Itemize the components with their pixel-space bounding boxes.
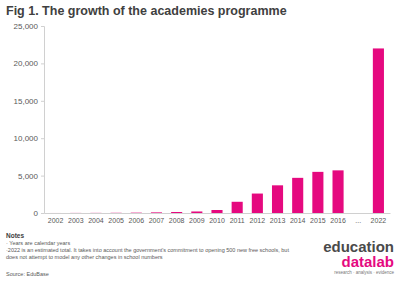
- y-tick-label: 5,000: [18, 172, 39, 181]
- y-tick-mark: [41, 213, 44, 214]
- bar: [90, 212, 101, 213]
- y-tick: 15,000: [14, 97, 44, 106]
- x-tick: 2015: [310, 217, 326, 224]
- note-line: ·2022 is an estimated total. It takes in…: [6, 247, 289, 253]
- bar: [191, 211, 202, 213]
- y-tick-mark: [41, 176, 44, 177]
- note-line: does not attempt to model any other chan…: [6, 254, 163, 260]
- bar: [171, 212, 182, 213]
- bar: [70, 212, 81, 213]
- y-tick-label: 0: [34, 209, 39, 218]
- note: · Years are calendar years: [6, 240, 70, 246]
- x-tick-label: 2012: [250, 217, 266, 224]
- x-tick: 2007: [149, 217, 165, 224]
- x-tick: 2014: [290, 217, 306, 224]
- y-tick-mark: [41, 63, 44, 64]
- x-tick-label: 2013: [270, 217, 286, 224]
- x-tick-label: 2010: [209, 217, 225, 224]
- logo-tagline: research · analysis · evidence: [334, 270, 394, 275]
- x-axis: 2002 2003 2004 2005 2006 2007 2008 2009 2010 2011…: [45, 214, 391, 224]
- bar: [312, 172, 323, 213]
- y-tick: 25,000: [14, 22, 44, 31]
- y-tick: 20,000: [14, 59, 44, 68]
- bars: [50, 48, 384, 213]
- y-tick-label: 25,000: [14, 22, 39, 31]
- y-tick-mark: [41, 101, 44, 102]
- x-tick-label: 2016: [330, 217, 346, 224]
- y-axis-line: [41, 27, 45, 214]
- x-tick-label: 2022: [371, 217, 387, 224]
- bar: [333, 170, 344, 213]
- x-tick-label: 2006: [129, 217, 145, 224]
- y-tick: 0: [34, 209, 44, 218]
- x-tick: 2003: [68, 217, 84, 224]
- x-tick-label: 2004: [88, 217, 104, 224]
- bar: [111, 212, 122, 213]
- y-tick-label: 10,000: [14, 134, 39, 143]
- logo-text: datalab: [341, 253, 394, 270]
- x-tick: 2010: [209, 217, 225, 224]
- notes: Notes· Years are calendar years·2022 is …: [6, 232, 289, 277]
- source: Source: EduBase: [6, 271, 49, 277]
- x-tick-label: 2014: [290, 217, 306, 224]
- plot: 05,00010,00015,00020,00025,0002002200320…: [14, 22, 391, 224]
- bar: [252, 194, 263, 213]
- y-tick-mark: [41, 26, 44, 27]
- x-tick-label: 2002: [48, 217, 64, 224]
- y-tick-label: 15,000: [14, 97, 39, 106]
- bar: [211, 210, 222, 213]
- x-tick: 2008: [169, 217, 185, 224]
- bar: [131, 212, 142, 213]
- title: Fig 1. The growth of the academies progr…: [6, 4, 287, 18]
- x-axis-line: [45, 213, 391, 214]
- x-tick-label: 2003: [68, 217, 84, 224]
- bar: [373, 48, 384, 213]
- bar: [272, 185, 283, 213]
- x-tick-label: ...: [355, 217, 361, 224]
- note: ·2022 is an estimated total. It takes in…: [6, 247, 289, 260]
- x-tick: 2022: [371, 217, 387, 224]
- y-tick: 10,000: [14, 134, 44, 143]
- x-tick-label: 2009: [189, 217, 205, 224]
- x-tick: 2002: [48, 217, 64, 224]
- bar: [232, 202, 243, 213]
- x-tick: ...: [355, 217, 361, 224]
- y-axis: 0 5,000 10,000 15,000 20,000 25,000: [14, 22, 45, 218]
- bar: [292, 178, 303, 213]
- notes-heading: Notes: [6, 232, 24, 239]
- x-tick-label: 2011: [230, 217, 245, 224]
- x-tick: 2012: [250, 217, 266, 224]
- x-tick-label: 2015: [310, 217, 326, 224]
- x-tick: 2006: [129, 217, 145, 224]
- x-tick: 2016: [330, 217, 346, 224]
- x-tick: 2009: [189, 217, 205, 224]
- bar: [50, 212, 61, 213]
- y-tick-label: 20,000: [14, 59, 39, 68]
- x-tick: 2011: [230, 217, 245, 224]
- bar: [151, 212, 162, 213]
- x-tick-label: 2008: [169, 217, 185, 224]
- x-tick: 2005: [108, 217, 124, 224]
- y-tick: 5,000: [18, 172, 44, 181]
- x-tick-label: 2007: [149, 217, 165, 224]
- logo: educationdatalabresearch · analysis · ev…: [323, 238, 394, 275]
- x-tick-label: 2005: [108, 217, 124, 224]
- y-tick-mark: [41, 138, 44, 139]
- x-tick: 2004: [88, 217, 104, 224]
- chart: Fig 1. The growth of the academies progr…: [0, 0, 400, 281]
- x-tick: 2013: [270, 217, 286, 224]
